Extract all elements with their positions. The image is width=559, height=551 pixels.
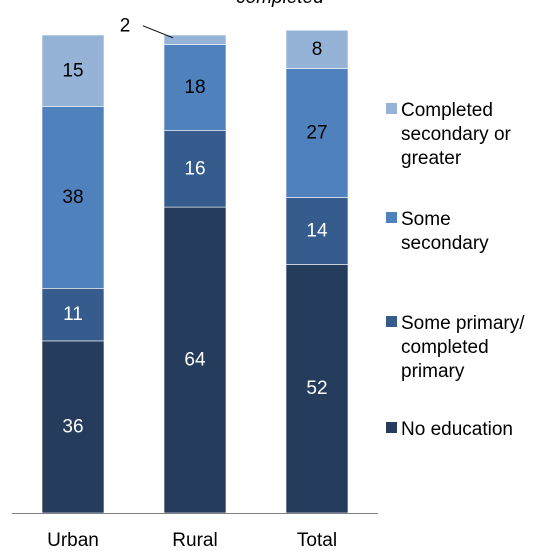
data-label-rural-completed-secondary-or-greater: 2 — [120, 15, 131, 36]
bar-segment-total-no-education — [285, 264, 349, 514]
top-note: completed — [236, 0, 325, 8]
data-label-urban-some-secondary: 38 — [62, 187, 83, 208]
legend: Completed secondary or greater Some secondar… — [386, 100, 525, 440]
bar-segment-rural-completed-secondary-or-greater — [163, 34, 227, 45]
bars-group — [41, 29, 349, 514]
data-label-rural-no-education: 64 — [184, 350, 206, 371]
bar-segment-total-some-secondary — [285, 68, 349, 198]
legend-swatch-no-education — [386, 422, 397, 433]
category-label-total: Total — [297, 530, 337, 551]
bar-segment-rural-no-education — [163, 206, 227, 514]
category-label-rural: Rural — [172, 530, 217, 551]
legend-label-no-education: No education — [401, 419, 513, 440]
category-labels-group: Urban Rural Total — [47, 530, 337, 551]
callout-line-rural-completed-secondary-or-greater — [142, 25, 174, 39]
bar-segment-rural-some-secondary — [163, 44, 227, 131]
legend-swatch-some-primary-completed-primary — [386, 316, 397, 327]
bar-segment-total-some-primary-completed-primary — [285, 197, 349, 265]
data-label-rural-some-primary-completed-primary: 16 — [184, 158, 205, 179]
legend-item-some-secondary: Some secondary — [386, 209, 489, 254]
data-label-total-some-primary-completed-primary: 14 — [306, 220, 328, 241]
data-label-total-some-secondary: 27 — [306, 122, 327, 143]
category-label-urban: Urban — [47, 530, 99, 551]
legend-item-some-primary-completed-primary: Some primary/completed primary — [386, 313, 525, 382]
data-label-urban-some-primary-completed-primary: 11 — [63, 304, 83, 325]
data-label-rural-some-secondary: 18 — [184, 77, 205, 98]
legend-item-completed-secondary-or-greater: Completed secondary or greater — [386, 100, 512, 169]
bar-segment-urban-some-primary-completed-primary — [41, 288, 105, 342]
data-label-total-completed-secondary-or-greater: 8 — [312, 39, 323, 60]
legend-swatch-some-secondary — [386, 212, 397, 223]
bar-segment-total-completed-secondary-or-greater — [285, 29, 349, 69]
bar-segment-urban-no-education — [41, 340, 105, 514]
legend-item-no-education: No education — [386, 419, 513, 440]
data-label-urban-completed-secondary-or-greater: 15 — [62, 60, 83, 81]
data-label-urban-no-education: 36 — [62, 416, 83, 437]
legend-swatch-completed-secondary-or-greater — [386, 103, 397, 114]
legend-label-some-secondary: Some secondary — [401, 209, 489, 254]
segment-labels-group: 36 11 38 15 64 16 18 2 52 14 27 8 — [62, 15, 328, 437]
bar-segment-rural-some-primary-completed-primary — [163, 130, 227, 208]
data-label-total-no-education: 52 — [306, 378, 327, 399]
legend-label-some-primary-completed-primary: Some primary/completed primary — [401, 313, 525, 382]
legend-label-completed-secondary-or-greater: Completed secondary or greater — [401, 100, 512, 169]
bar-segment-urban-completed-secondary-or-greater — [41, 34, 105, 107]
